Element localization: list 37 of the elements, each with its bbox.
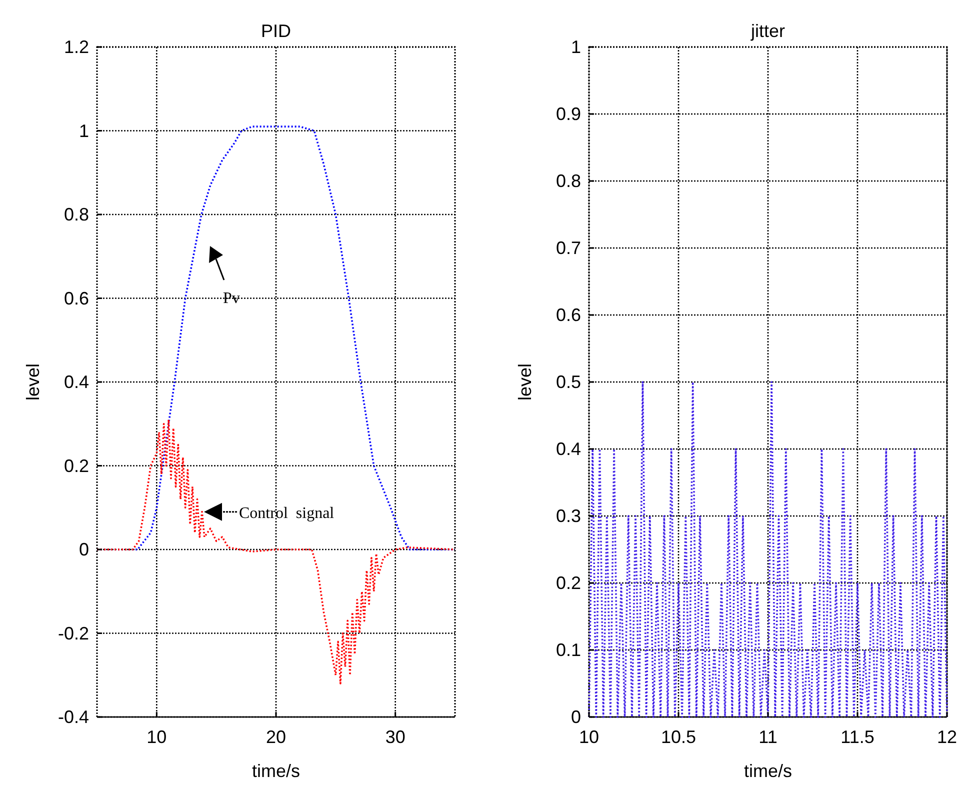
- x-tick-label: 20: [266, 727, 286, 747]
- y-tick-label: 0.8: [556, 171, 581, 191]
- y-tick-label: 0: [570, 707, 581, 727]
- x-tick-label: 11.5: [840, 727, 874, 747]
- x-tick-label: 10: [146, 727, 167, 747]
- y-tick-label: 0.3: [556, 506, 581, 526]
- y-tick-label: 0.1: [556, 640, 581, 660]
- y-axis-title: level: [23, 363, 43, 401]
- line-series: [96, 418, 456, 684]
- y-tick-label: 0.4: [556, 439, 581, 459]
- y-tick-label: 1.2: [64, 37, 89, 57]
- x-axis-title: time/s: [744, 761, 792, 781]
- y-tick-label: 0: [78, 540, 89, 560]
- x-tick-label: 10: [578, 727, 600, 747]
- y-tick-label: 0.2: [556, 573, 581, 593]
- y-tick-label: -0.2: [58, 623, 89, 644]
- y-tick-label: 0.7: [556, 238, 581, 258]
- x-axis-title: time/s: [252, 761, 300, 781]
- y-tick-label: 1: [570, 37, 581, 57]
- annotation: Control signal: [239, 504, 335, 522]
- y-tick-label: -0.4: [58, 707, 89, 727]
- y-tick-label: 0.5: [556, 372, 581, 392]
- y-tick-label: 0.4: [64, 372, 89, 392]
- y-axis-title: level: [515, 363, 535, 401]
- y-tick-label: 0.9: [556, 104, 581, 124]
- x-tick-label: 10.5: [660, 727, 696, 747]
- chart-title: PID: [260, 21, 292, 41]
- x-tick-label: 12: [936, 727, 958, 747]
- annotation: Pv: [223, 290, 240, 307]
- y-tick-label: 0.6: [64, 288, 89, 308]
- chart-title: jitter: [750, 21, 786, 41]
- y-tick-label: 0.2: [64, 456, 89, 476]
- y-tick-label: 1: [78, 120, 89, 141]
- x-tick-label: 30: [385, 727, 406, 747]
- x-tick-label: 11: [758, 727, 778, 747]
- y-tick-label: 0.6: [556, 305, 581, 325]
- y-tick-label: 0.8: [64, 204, 89, 224]
